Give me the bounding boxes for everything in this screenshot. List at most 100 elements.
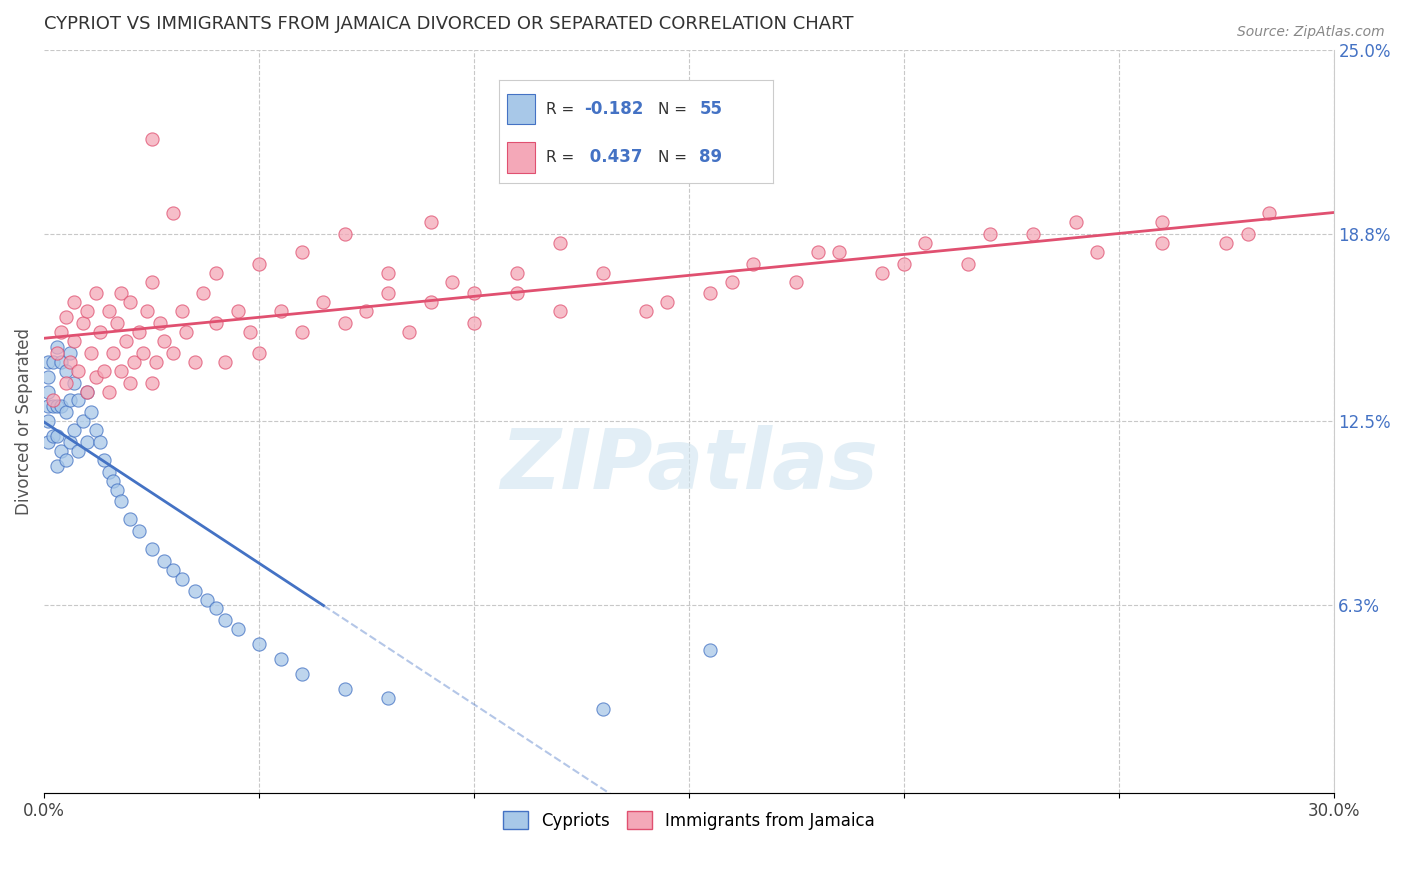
Point <box>67 393 90 408</box>
Point <box>149 316 172 330</box>
Point <box>59 435 82 450</box>
Point <box>80 346 103 360</box>
Point <box>37 400 59 414</box>
Point <box>84 423 107 437</box>
Point <box>101 346 124 360</box>
Point <box>76 304 98 318</box>
Point <box>46 340 69 354</box>
Point <box>63 423 86 437</box>
Point <box>419 215 441 229</box>
Point <box>162 346 184 360</box>
Point <box>93 364 115 378</box>
Point <box>1236 227 1258 241</box>
Point <box>46 400 69 414</box>
Point <box>59 393 82 408</box>
Point <box>1258 206 1281 220</box>
Point <box>214 613 236 627</box>
Point <box>398 325 420 339</box>
Point <box>84 369 107 384</box>
Text: R =: R = <box>546 102 579 117</box>
Point <box>59 346 82 360</box>
Point <box>51 325 73 339</box>
Point <box>162 206 184 220</box>
Point <box>110 494 132 508</box>
Point <box>270 304 292 318</box>
Point <box>46 458 69 473</box>
Point <box>785 275 807 289</box>
Point <box>270 652 292 666</box>
Point <box>51 444 73 458</box>
Point <box>80 405 103 419</box>
Point <box>914 235 936 250</box>
Point <box>120 295 142 310</box>
Point <box>807 244 830 259</box>
Point <box>506 286 529 301</box>
Point <box>226 304 249 318</box>
Point <box>333 681 356 696</box>
Point <box>183 355 205 369</box>
Point <box>89 325 111 339</box>
Point <box>76 435 98 450</box>
Point <box>89 435 111 450</box>
Point <box>59 355 82 369</box>
Point <box>205 601 228 615</box>
Point <box>870 266 893 280</box>
Point <box>105 316 128 330</box>
Text: N =: N = <box>658 150 692 165</box>
Point <box>1021 227 1043 241</box>
Point <box>548 235 571 250</box>
Point <box>46 346 69 360</box>
Point <box>41 429 63 443</box>
Point <box>55 376 77 390</box>
Point <box>247 346 270 360</box>
Point <box>1215 235 1237 250</box>
Text: CYPRIOT VS IMMIGRANTS FROM JAMAICA DIVORCED OR SEPARATED CORRELATION CHART: CYPRIOT VS IMMIGRANTS FROM JAMAICA DIVOR… <box>44 15 853 33</box>
Point <box>377 690 399 705</box>
Point <box>110 286 132 301</box>
Point <box>162 563 184 577</box>
Point <box>1085 244 1108 259</box>
Point <box>170 304 193 318</box>
Point <box>67 444 90 458</box>
Point <box>55 405 77 419</box>
Point <box>247 257 270 271</box>
FancyBboxPatch shape <box>508 94 534 124</box>
Point <box>1064 215 1087 229</box>
Point <box>174 325 197 339</box>
Point <box>441 275 464 289</box>
Point <box>1150 235 1173 250</box>
Point <box>97 465 120 479</box>
Text: R =: R = <box>546 150 579 165</box>
Point <box>548 304 571 318</box>
Point <box>120 512 142 526</box>
Point <box>37 414 59 428</box>
Point <box>37 435 59 450</box>
Text: Source: ZipAtlas.com: Source: ZipAtlas.com <box>1237 25 1385 39</box>
Point <box>205 266 228 280</box>
Text: N =: N = <box>658 102 692 117</box>
Point <box>84 286 107 301</box>
Point <box>97 304 120 318</box>
Point <box>41 355 63 369</box>
Point <box>63 295 86 310</box>
Point <box>312 295 335 310</box>
Point <box>957 257 980 271</box>
Point <box>105 483 128 497</box>
Point <box>63 376 86 390</box>
Point <box>114 334 136 348</box>
Text: 89: 89 <box>699 148 723 166</box>
FancyBboxPatch shape <box>508 142 534 173</box>
Point <box>72 316 94 330</box>
Point <box>101 474 124 488</box>
Point <box>356 304 378 318</box>
Point <box>893 257 915 271</box>
Point <box>463 286 485 301</box>
Legend: Cypriots, Immigrants from Jamaica: Cypriots, Immigrants from Jamaica <box>496 805 882 837</box>
Point <box>592 702 614 716</box>
Point <box>55 453 77 467</box>
Point <box>191 286 214 301</box>
Point <box>141 376 163 390</box>
Point <box>37 355 59 369</box>
Point <box>333 227 356 241</box>
Point <box>132 346 155 360</box>
